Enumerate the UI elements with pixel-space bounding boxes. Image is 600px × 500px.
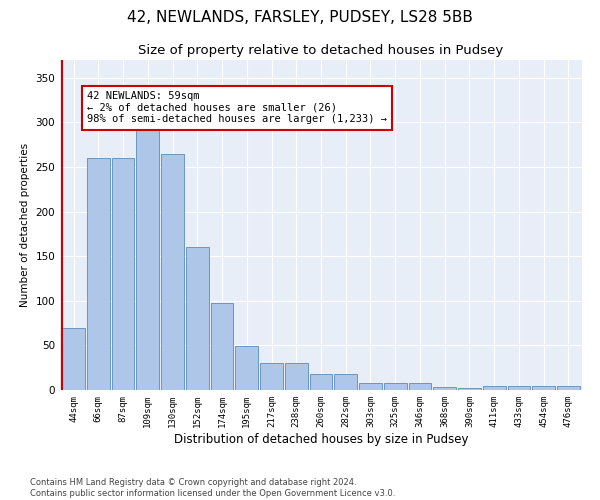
Bar [235, 346, 258, 390]
Bar [310, 374, 332, 390]
Bar [62, 328, 85, 390]
Title: Size of property relative to detached houses in Pudsey: Size of property relative to detached ho… [139, 44, 503, 58]
Bar [334, 374, 357, 390]
Text: 42, NEWLANDS, FARSLEY, PUDSEY, LS28 5BB: 42, NEWLANDS, FARSLEY, PUDSEY, LS28 5BB [127, 10, 473, 25]
Text: Contains HM Land Registry data © Crown copyright and database right 2024.
Contai: Contains HM Land Registry data © Crown c… [30, 478, 395, 498]
Bar [136, 127, 159, 390]
Bar [285, 363, 308, 390]
Bar [260, 363, 283, 390]
Bar [409, 383, 431, 390]
Bar [532, 386, 555, 390]
Bar [433, 388, 456, 390]
Bar [186, 248, 209, 390]
Bar [483, 386, 506, 390]
Y-axis label: Number of detached properties: Number of detached properties [20, 143, 30, 307]
Bar [112, 158, 134, 390]
Bar [508, 386, 530, 390]
Bar [161, 154, 184, 390]
Bar [384, 383, 407, 390]
Bar [87, 158, 110, 390]
Bar [211, 302, 233, 390]
Text: 42 NEWLANDS: 59sqm
← 2% of detached houses are smaller (26)
98% of semi-detached: 42 NEWLANDS: 59sqm ← 2% of detached hous… [87, 91, 387, 124]
X-axis label: Distribution of detached houses by size in Pudsey: Distribution of detached houses by size … [174, 432, 468, 446]
Bar [359, 383, 382, 390]
Bar [557, 386, 580, 390]
Bar [458, 388, 481, 390]
